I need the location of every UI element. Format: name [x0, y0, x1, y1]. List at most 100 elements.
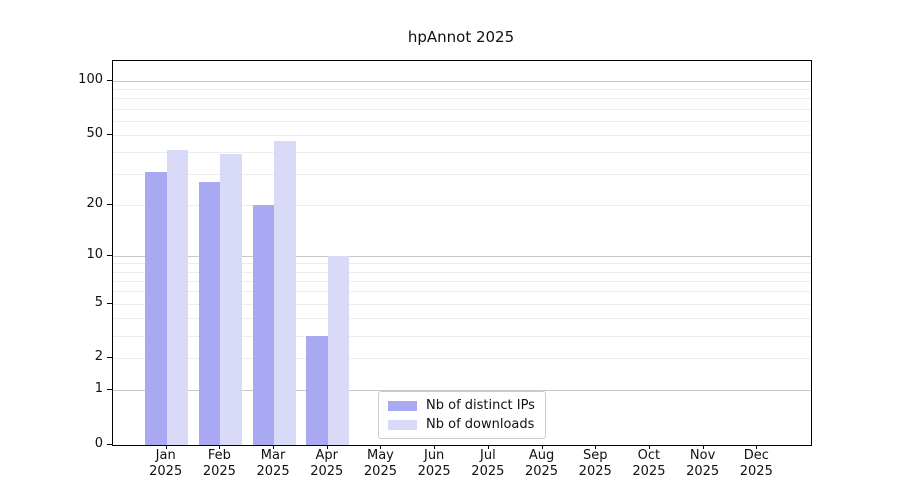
x-tick-year-jun: 2025	[417, 464, 451, 479]
y-tick-label-2: 2	[94, 349, 103, 365]
x-tick-may	[380, 445, 382, 449]
gridline-major-1	[113, 390, 811, 392]
x-tick-nov	[702, 445, 704, 449]
gridline-minor-50	[113, 134, 811, 136]
y-tick-5	[107, 302, 112, 304]
gridline-minor-30	[113, 174, 811, 176]
x-tick-year-may: 2025	[363, 464, 397, 479]
x-tick-jul	[487, 445, 489, 449]
x-tick-label-mar: Mar 2025	[241, 448, 305, 480]
legend-item-distinct-ips: Nb of distinct IPs	[388, 398, 536, 413]
x-tick-label-feb: Feb 2025	[187, 448, 251, 480]
legend-swatch-downloads	[388, 419, 417, 430]
x-tick-aug	[541, 445, 543, 449]
x-tick-month-dec: Dec	[743, 448, 769, 463]
x-tick-label-oct: Oct 2025	[617, 448, 681, 480]
gridline-minor-20	[113, 204, 811, 206]
x-tick-oct	[648, 445, 650, 449]
x-tick-month-sep: Sep	[582, 448, 608, 463]
legend-label-downloads: Nb of downloads	[426, 417, 535, 432]
gridline-minor-7	[113, 280, 811, 282]
x-tick-year-sep: 2025	[578, 464, 612, 479]
x-tick-label-dec: Dec 2025	[724, 448, 788, 480]
x-tick-mar	[273, 445, 275, 449]
gridline-minor-2	[113, 358, 811, 360]
bar-downloads-apr	[327, 255, 350, 445]
bar-distinct-ips-jan	[145, 171, 167, 445]
x-tick-month-jan: Jan	[155, 448, 176, 463]
gridline-major-10	[113, 255, 811, 257]
gridline-minor-90	[113, 89, 811, 91]
y-tick-2	[107, 357, 112, 359]
x-tick-label-apr: Apr 2025	[295, 448, 359, 480]
bar-downloads-jan	[166, 150, 189, 445]
y-tick-10	[107, 254, 112, 256]
y-tick-label-20: 20	[86, 195, 103, 211]
x-tick-feb	[219, 445, 221, 449]
x-tick-year-dec: 2025	[739, 464, 773, 479]
x-tick-year-jul: 2025	[471, 464, 505, 479]
x-tick-year-apr: 2025	[310, 464, 344, 479]
x-tick-label-jun: Jun 2025	[402, 448, 466, 480]
gridline-minor-5	[113, 303, 811, 305]
legend-swatch-distinct-ips	[388, 400, 417, 411]
gridline-minor-4	[113, 318, 811, 320]
x-tick-jun	[434, 445, 436, 449]
x-tick-sep	[595, 445, 597, 449]
y-tick-label-100: 100	[78, 71, 103, 87]
x-tick-month-mar: Mar	[260, 448, 286, 463]
x-tick-label-jan: Jan 2025	[134, 448, 198, 480]
x-tick-label-sep: Sep 2025	[563, 448, 627, 480]
legend-label-distinct-ips: Nb of distinct IPs	[426, 398, 535, 413]
legend: Nb of distinct IPs Nb of downloads	[378, 391, 546, 439]
x-tick-year-mar: 2025	[256, 464, 290, 479]
x-tick-month-jul: Jul	[480, 448, 496, 463]
x-tick-label-may: May 2025	[348, 448, 412, 480]
bar-distinct-ips-apr	[306, 335, 328, 445]
gridline-major-100	[113, 80, 811, 82]
chart-title: hpAnnot 2025	[407, 28, 515, 46]
gridline-minor-70	[113, 108, 811, 110]
x-tick-year-aug: 2025	[524, 464, 559, 479]
x-tick-month-apr: Apr	[315, 448, 339, 463]
plot-area	[112, 60, 812, 446]
x-tick-dec	[756, 445, 758, 449]
x-tick-year-nov: 2025	[686, 464, 720, 479]
x-tick-year-oct: 2025	[632, 464, 666, 479]
bar-distinct-ips-feb	[198, 182, 221, 445]
x-tick-year-jan: 2025	[149, 464, 183, 479]
x-tick-apr	[326, 445, 328, 449]
x-tick-jan	[165, 445, 167, 449]
x-tick-label-jul: Jul 2025	[456, 448, 520, 480]
y-tick-label-5: 5	[94, 294, 103, 310]
gridline-minor-9	[113, 263, 811, 265]
gridline-minor-3	[113, 335, 811, 337]
x-tick-month-nov: Nov	[689, 448, 716, 463]
y-tick-label-0: 0	[94, 436, 103, 451]
y-tick-20	[107, 203, 112, 205]
gridline-minor-60	[113, 120, 811, 122]
x-tick-month-feb: Feb	[207, 448, 231, 463]
gridline-minor-6	[113, 291, 811, 293]
x-tick-label-aug: Aug 2025	[510, 448, 574, 480]
x-tick-label-nov: Nov 2025	[671, 448, 735, 480]
gridline-minor-40	[113, 152, 811, 154]
x-tick-month-aug: Aug	[528, 448, 555, 463]
x-tick-month-oct: Oct	[637, 448, 661, 463]
bar-distinct-ips-mar	[252, 204, 275, 445]
x-tick-month-may: May	[367, 448, 394, 463]
gridline-minor-80	[113, 98, 811, 100]
y-tick-label-1: 1	[94, 381, 103, 397]
gridline-minor-8	[113, 271, 811, 273]
x-tick-month-jun: Jun	[423, 448, 445, 463]
legend-item-downloads: Nb of downloads	[388, 417, 536, 432]
y-tick-50	[107, 133, 112, 135]
bar-downloads-feb	[220, 153, 242, 445]
x-tick-year-feb: 2025	[202, 464, 236, 479]
y-tick-label-10: 10	[86, 246, 103, 262]
y-tick-1	[107, 389, 112, 391]
bar-downloads-mar	[274, 141, 296, 445]
y-tick-label-50: 50	[86, 125, 103, 141]
y-tick-100	[107, 79, 112, 81]
